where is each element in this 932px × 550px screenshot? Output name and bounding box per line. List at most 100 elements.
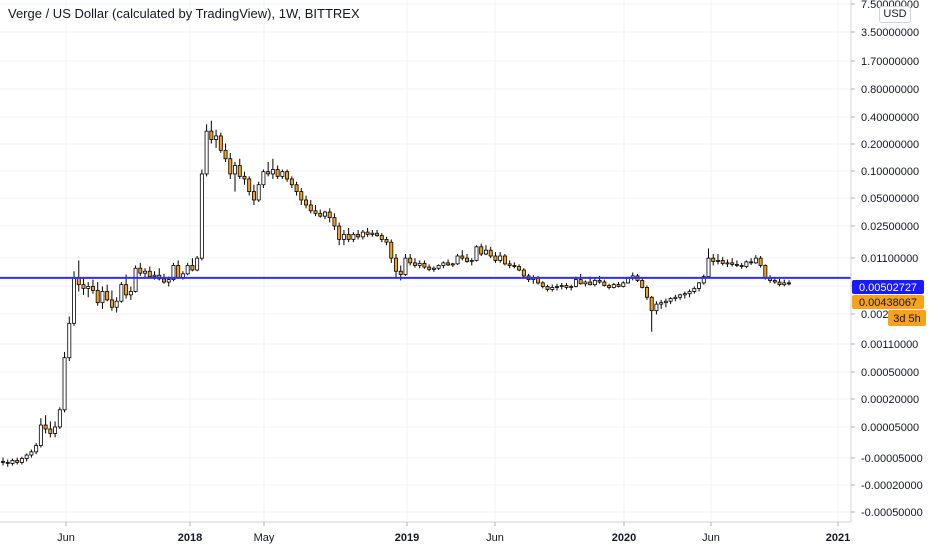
- candle: [346, 227, 351, 243]
- candle: [299, 188, 304, 205]
- candle: [758, 256, 763, 268]
- candle: [493, 252, 498, 263]
- candle-body: [512, 265, 517, 267]
- time-tick-label: 2020: [612, 532, 636, 544]
- horizontal-line-price-tag: 0.00502727: [852, 280, 924, 294]
- candle: [531, 275, 536, 284]
- candle-body: [498, 255, 503, 261]
- currency-unit-badge[interactable]: USD: [879, 6, 911, 23]
- candle: [356, 229, 361, 240]
- chart-title: Verge / US Dollar (calculated by Trading…: [8, 6, 360, 21]
- price-tick-label: 1.70000000: [861, 56, 919, 68]
- candle: [138, 262, 143, 276]
- candle-body: [621, 282, 626, 287]
- candle-body: [251, 191, 256, 201]
- candle: [706, 248, 711, 279]
- candle: [318, 209, 323, 218]
- candle-body: [180, 273, 185, 278]
- candle: [34, 442, 39, 455]
- candle-body: [143, 270, 148, 274]
- price-tick-label: -0.00050000: [861, 507, 923, 519]
- candle: [285, 169, 290, 182]
- candle-body: [697, 282, 701, 289]
- candle-body: [237, 165, 242, 177]
- candle: [1, 457, 5, 466]
- time-axis[interactable]: Jun 2018 May 2019 Jun 2020 Jun 2021: [57, 522, 850, 544]
- candle: [649, 296, 654, 332]
- candle: [147, 266, 152, 279]
- candle-body: [687, 291, 692, 295]
- price-tick-label: 0.00020000: [861, 394, 919, 406]
- candle-body: [436, 265, 441, 269]
- candle-body: [81, 284, 86, 289]
- candle-body: [261, 171, 266, 186]
- candles: [1, 120, 791, 467]
- candle: [507, 260, 512, 269]
- candle: [550, 284, 555, 292]
- candle: [360, 229, 365, 240]
- candle: [663, 298, 668, 308]
- candle-body: [223, 149, 228, 160]
- candle: [427, 264, 432, 272]
- candle: [379, 233, 384, 243]
- candle: [502, 253, 507, 266]
- candle: [91, 279, 95, 294]
- candle: [621, 281, 626, 288]
- candle: [242, 171, 247, 185]
- price-tick-label: 0.40000000: [861, 112, 919, 124]
- candle-body: [256, 184, 261, 201]
- candle-body: [109, 299, 114, 308]
- candle-body: [166, 279, 171, 283]
- candle-body: [214, 135, 219, 140]
- candle: [67, 316, 72, 362]
- hline-tag-label: 0.00502727: [859, 282, 917, 294]
- candle: [465, 253, 469, 263]
- candle-body: [318, 212, 323, 217]
- candle: [431, 266, 436, 272]
- candle-body: [365, 231, 370, 235]
- candle: [555, 283, 559, 291]
- candle: [204, 124, 209, 177]
- candle-body: [24, 454, 29, 459]
- candle: [744, 260, 749, 269]
- candle: [711, 253, 716, 266]
- candle: [640, 278, 645, 289]
- candle: [384, 236, 389, 246]
- candle: [602, 279, 607, 287]
- candle: [403, 253, 408, 276]
- candle: [43, 415, 48, 434]
- candle: [777, 278, 782, 287]
- candle: [176, 260, 181, 279]
- candle: [578, 273, 583, 285]
- candle-body: [403, 257, 408, 275]
- candle: [304, 195, 308, 209]
- candle: [455, 253, 460, 265]
- candle-body: [678, 294, 683, 298]
- candle-body: [460, 255, 465, 259]
- candle-body: [749, 261, 754, 264]
- time-tick-label: Jun: [57, 532, 75, 544]
- price-tick-label: 0.05000000: [861, 193, 919, 205]
- price-axis[interactable]: 7.50000000 3.50000000 1.70000000 0.80000000…: [851, 0, 923, 519]
- candle-body: [10, 460, 15, 464]
- candle: [341, 229, 346, 246]
- price-tick-label: -0.00005000: [861, 453, 923, 465]
- candle-body: [67, 322, 72, 359]
- candle-body: [408, 257, 413, 264]
- candle-body: [588, 281, 593, 286]
- candle-body: [763, 265, 768, 279]
- candle: [564, 282, 569, 290]
- candle: [678, 293, 683, 300]
- candle: [668, 297, 673, 305]
- candle-body: [701, 276, 706, 284]
- candle-body: [384, 239, 389, 243]
- candle: [72, 271, 76, 326]
- candle-body: [185, 265, 190, 275]
- candle: [479, 243, 484, 257]
- candle-body: [356, 233, 361, 238]
- candle-body: [422, 262, 427, 268]
- candle-body: [465, 257, 469, 262]
- candle-body: [716, 260, 720, 262]
- candle-body: [351, 233, 356, 240]
